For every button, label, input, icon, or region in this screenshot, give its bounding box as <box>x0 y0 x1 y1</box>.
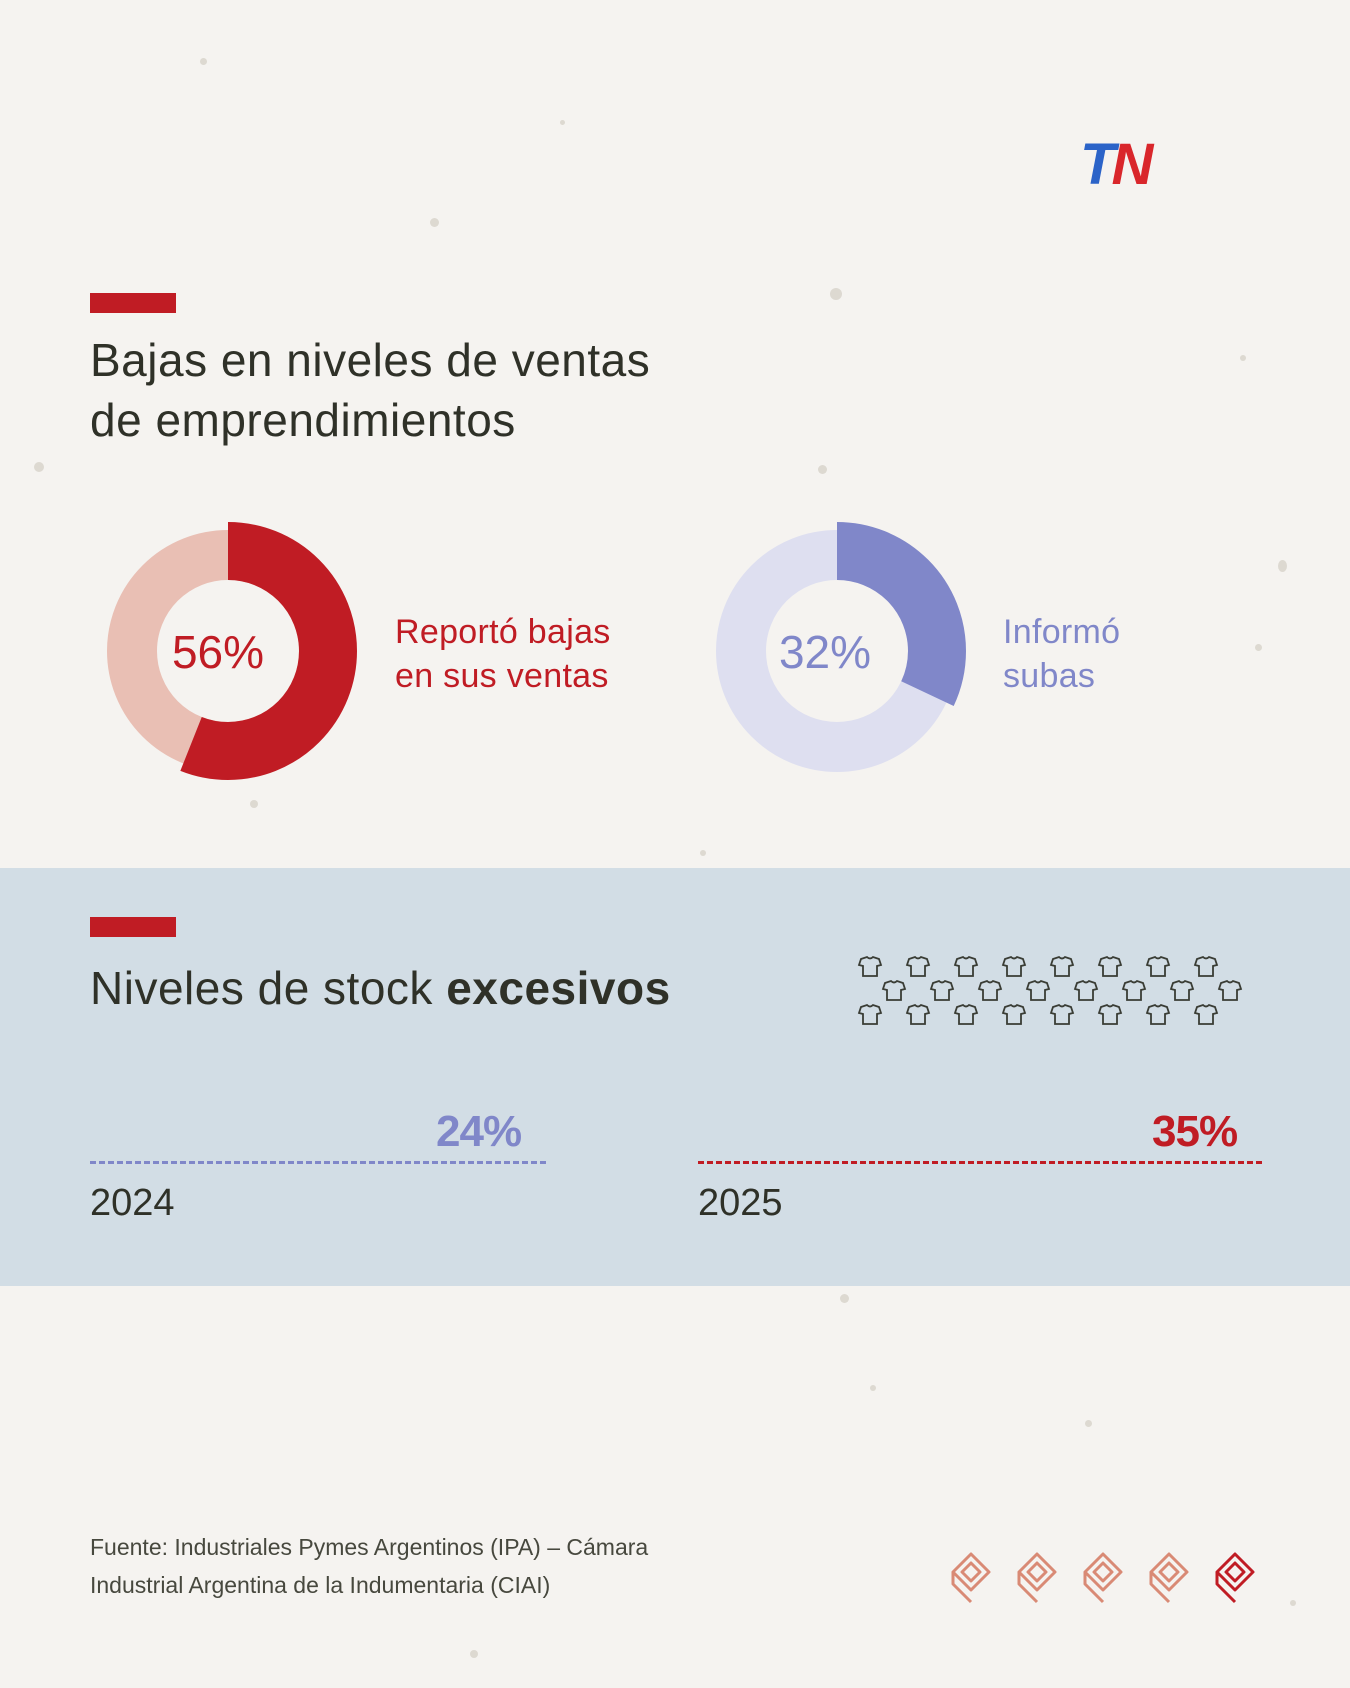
t-shirt-icon <box>881 979 907 1001</box>
t-shirt-icon <box>1097 955 1123 977</box>
tn-logo: TN <box>1080 134 1158 194</box>
speck <box>818 465 827 474</box>
thread-spool-icon <box>1215 1552 1255 1604</box>
t-shirt-icon <box>929 979 955 1001</box>
speck <box>430 218 439 227</box>
category-label-2025: 2025 <box>698 1182 783 1224</box>
stock-section-band <box>0 868 1350 1286</box>
donut-label-decline: Reportó bajas en sus ventas <box>395 613 611 695</box>
t-shirt-icon <box>1025 979 1051 1001</box>
t-shirt-icon <box>1049 1003 1075 1025</box>
section-title-sales: Bajas en niveles de ventas de emprendimi… <box>90 330 650 450</box>
t-shirt-icon <box>953 1003 979 1025</box>
speck <box>1278 560 1287 572</box>
donut-value-arc <box>99 522 357 780</box>
t-shirt-icon <box>1073 979 1099 1001</box>
t-shirt-icon <box>857 955 883 977</box>
t-shirt-icon <box>953 955 979 977</box>
section-accent-bar <box>90 917 176 937</box>
title-line: Bajas en niveles de ventas <box>90 334 651 386</box>
t-shirt-icon <box>1097 1003 1123 1025</box>
t-shirt-icon <box>977 979 1003 1001</box>
donut-label-rise: Informó subas <box>1003 613 1121 695</box>
speck <box>560 120 565 125</box>
t-shirt-icon <box>1001 1003 1027 1025</box>
speck <box>870 1385 876 1391</box>
section-title-stock: Niveles de stock excesivos <box>90 958 671 1018</box>
category-label-2024: 2024 <box>90 1182 175 1224</box>
speck <box>470 1650 478 1658</box>
t-shirt-icon <box>857 1003 883 1025</box>
bar-2025 <box>698 1161 1262 1164</box>
svg-text:TN: TN <box>1080 134 1154 194</box>
speck <box>830 288 842 300</box>
t-shirt-icon <box>905 955 931 977</box>
donut-value-label: 32% <box>779 626 871 678</box>
bar-value-2024: 24% <box>436 1107 522 1156</box>
donut-value-arc <box>708 522 966 780</box>
t-shirt-icon <box>1121 979 1147 1001</box>
thread-spool-icon <box>951 1552 991 1604</box>
speck <box>250 800 258 808</box>
title-bold: excesivos <box>446 962 671 1014</box>
section-accent-bar <box>90 293 176 313</box>
t-shirt-icons <box>857 955 1243 1025</box>
thread-spool-icons <box>951 1552 1255 1604</box>
thread-spool-icon <box>1149 1552 1189 1604</box>
speck <box>200 58 207 65</box>
source-line: Industrial Argentina de la Indumentaria … <box>90 1572 551 1598</box>
title-regular: Niveles de stock <box>90 962 447 1014</box>
t-shirt-icon <box>1169 979 1195 1001</box>
thread-spool-icon <box>1017 1552 1057 1604</box>
speck <box>700 850 706 856</box>
speck <box>34 462 44 472</box>
speck <box>840 1294 849 1303</box>
bar-value-2025: 35% <box>1152 1107 1238 1156</box>
title-line: de emprendimientos <box>90 394 516 446</box>
donut-chart-decline: 56% <box>99 522 357 780</box>
speck <box>1240 355 1246 361</box>
speck <box>1255 644 1262 651</box>
t-shirt-icon <box>1049 955 1075 977</box>
t-shirt-icon <box>1193 955 1219 977</box>
bar-2024 <box>90 1161 546 1164</box>
t-shirt-icon <box>1145 1003 1171 1025</box>
t-shirt-icon <box>1217 979 1243 1001</box>
source-line: Fuente: Industriales Pymes Argentinos (I… <box>90 1534 649 1560</box>
thread-spool-icon <box>1083 1552 1123 1604</box>
t-shirt-icon <box>1001 955 1027 977</box>
source-note: Fuente: Industriales Pymes Argentinos (I… <box>90 1528 810 1604</box>
speck <box>1290 1600 1296 1606</box>
logo-letter-n: N <box>1111 134 1154 194</box>
donut-chart-rise: 32% <box>708 522 966 780</box>
speck <box>1085 1420 1092 1427</box>
t-shirt-icon <box>1145 955 1171 977</box>
donut-value-label: 56% <box>172 626 264 678</box>
t-shirt-icon <box>905 1003 931 1025</box>
t-shirt-icon <box>1193 1003 1219 1025</box>
